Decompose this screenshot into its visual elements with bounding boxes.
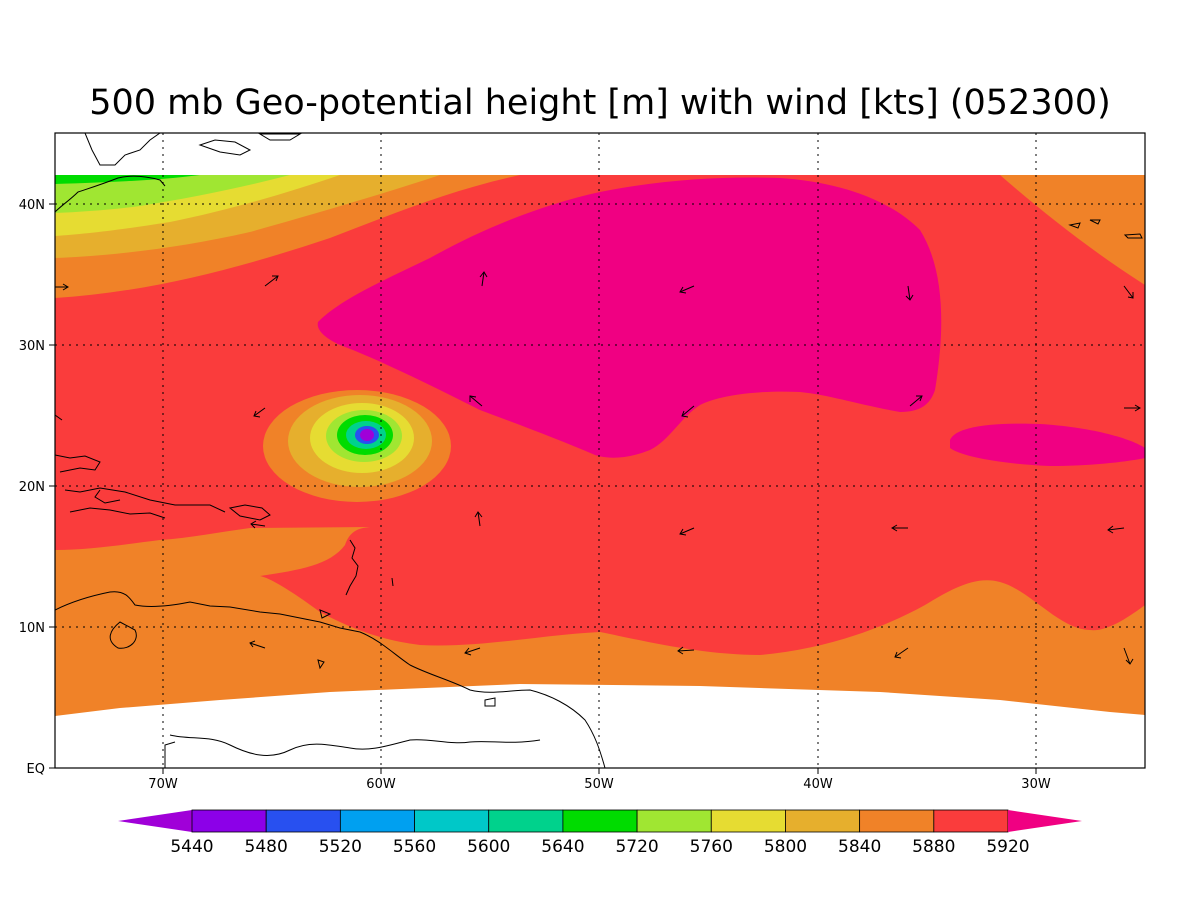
- y-tick-label: 10N: [19, 621, 45, 636]
- wind-arrow: [250, 520, 266, 529]
- wind-arrow: [249, 640, 266, 649]
- wind-arrow: [679, 527, 695, 536]
- nw-contour-5720: [55, 175, 200, 184]
- low-center: [360, 429, 374, 441]
- colorbar-label: 5480: [245, 837, 288, 857]
- nw-contour-5760: [55, 175, 290, 213]
- colorbar: 5440 5480 5520 5560 5600 5640 5720 5760 5800 5840…: [118, 809, 1082, 857]
- colorbar-swatch: [191, 809, 267, 833]
- wind-arrow: [891, 524, 908, 532]
- colorbar-label: 5440: [170, 837, 213, 857]
- height-field: [55, 133, 1145, 768]
- wind-arrow: [469, 395, 483, 407]
- wind-arrow: [391, 577, 394, 587]
- wind-arrow: [479, 271, 488, 287]
- wind-arrow: [55, 283, 69, 291]
- colorbar-label: 5560: [393, 837, 436, 857]
- y-axis-labels: EQ 10N 20N 30N 40N: [19, 198, 45, 777]
- high-pressure-cell-east: [950, 423, 1145, 466]
- colorbar-swatch: [265, 809, 341, 833]
- wind-arrow: [264, 275, 279, 287]
- x-axis-labels: 70W 60W 50W 40W 30W: [148, 777, 1051, 792]
- colorbar-swatch: [488, 809, 564, 833]
- wind-arrow: [909, 395, 923, 407]
- colorbar-label: 5840: [838, 837, 881, 857]
- wind-arrow: [905, 285, 914, 301]
- colorbar-label: 5720: [615, 837, 658, 857]
- wind-arrow: [474, 511, 483, 527]
- x-tick-label: 50W: [584, 777, 614, 792]
- y-tick-label: 40N: [19, 198, 45, 213]
- colorbar-swatch: [339, 809, 415, 833]
- colorbar-swatch: [710, 809, 786, 833]
- x-tick-label: 60W: [366, 777, 396, 792]
- colorbar-label: 5760: [690, 837, 733, 857]
- x-tick-label: 70W: [148, 777, 178, 792]
- tick-marks: [49, 203, 1037, 774]
- wind-arrow: [681, 405, 695, 418]
- map-title: 500 mb Geo-potential height [m] with win…: [89, 83, 1111, 123]
- y-tick-label: EQ: [27, 762, 45, 777]
- colorbar-extend-high: [1008, 810, 1082, 832]
- high-pressure-ridge: [317, 177, 942, 458]
- wind-arrow: [1123, 647, 1134, 665]
- x-tick-label: 30W: [1021, 777, 1051, 792]
- y-tick-label: 30N: [19, 339, 45, 354]
- colorbar-extend-low: [118, 810, 192, 832]
- wind-arrow: [464, 647, 481, 656]
- coastlines: [55, 133, 1143, 768]
- plot-frame: [54, 132, 1146, 769]
- colorbar-label: 5600: [467, 837, 510, 857]
- colorbar-label: 5800: [764, 837, 807, 857]
- colorbar-swatch: [414, 809, 490, 833]
- gridlines: [55, 133, 1145, 768]
- wind-arrow: [253, 407, 266, 418]
- colorbar-swatch: [933, 809, 1009, 833]
- wind-arrow: [679, 285, 695, 294]
- x-tick-label: 40W: [803, 777, 833, 792]
- colorbar-label: 5640: [541, 837, 584, 857]
- wind-arrow: [1124, 404, 1141, 412]
- colorbar-swatch: [859, 809, 935, 833]
- wind-arrow: [1107, 525, 1125, 534]
- colorbar-label: 5920: [986, 837, 1029, 857]
- colorbar-swatch: [785, 809, 861, 833]
- y-tick-label: 20N: [19, 480, 45, 495]
- colorbar-label: 5880: [912, 837, 955, 857]
- wind-arrow: [677, 646, 695, 655]
- wind-vectors: [55, 271, 1141, 665]
- colorbar-swatch: [562, 809, 638, 833]
- colorbar-swatch: [636, 809, 712, 833]
- wind-arrow: [1123, 285, 1134, 299]
- wind-arrow: [894, 647, 909, 659]
- colorbar-label: 5520: [319, 837, 362, 857]
